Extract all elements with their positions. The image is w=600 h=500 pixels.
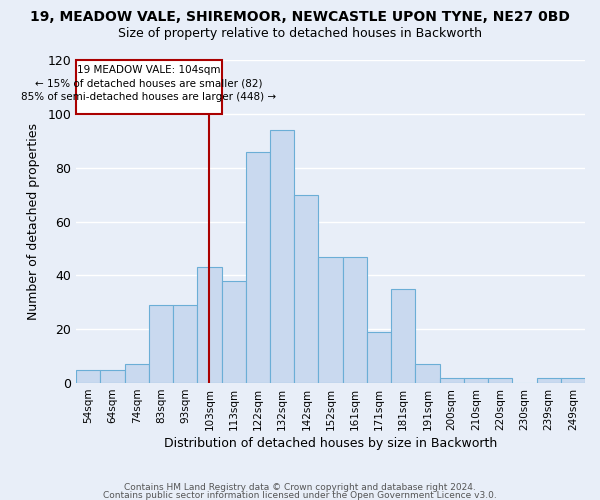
- Bar: [319, 256, 343, 383]
- Text: Contains HM Land Registry data © Crown copyright and database right 2024.: Contains HM Land Registry data © Crown c…: [124, 484, 476, 492]
- Bar: [536, 378, 561, 383]
- Bar: [367, 332, 391, 383]
- Bar: [415, 364, 440, 383]
- Bar: [246, 152, 270, 383]
- Bar: [221, 281, 246, 383]
- Bar: [294, 194, 319, 383]
- Bar: [440, 378, 464, 383]
- Bar: [343, 256, 367, 383]
- Text: ← 15% of detached houses are smaller (82): ← 15% of detached houses are smaller (82…: [35, 79, 263, 89]
- Text: 19 MEADOW VALE: 104sqm: 19 MEADOW VALE: 104sqm: [77, 66, 221, 76]
- Y-axis label: Number of detached properties: Number of detached properties: [28, 123, 40, 320]
- Bar: [125, 364, 149, 383]
- Bar: [488, 378, 512, 383]
- Bar: [197, 268, 221, 383]
- FancyBboxPatch shape: [76, 60, 221, 114]
- Bar: [173, 305, 197, 383]
- Bar: [561, 378, 585, 383]
- Text: Contains public sector information licensed under the Open Government Licence v3: Contains public sector information licen…: [103, 491, 497, 500]
- Bar: [100, 370, 125, 383]
- Text: 85% of semi-detached houses are larger (448) →: 85% of semi-detached houses are larger (…: [21, 92, 277, 102]
- Text: Size of property relative to detached houses in Backworth: Size of property relative to detached ho…: [118, 28, 482, 40]
- Bar: [464, 378, 488, 383]
- Text: 19, MEADOW VALE, SHIREMOOR, NEWCASTLE UPON TYNE, NE27 0BD: 19, MEADOW VALE, SHIREMOOR, NEWCASTLE UP…: [30, 10, 570, 24]
- Bar: [76, 370, 100, 383]
- X-axis label: Distribution of detached houses by size in Backworth: Distribution of detached houses by size …: [164, 437, 497, 450]
- Bar: [391, 289, 415, 383]
- Bar: [270, 130, 294, 383]
- Bar: [149, 305, 173, 383]
